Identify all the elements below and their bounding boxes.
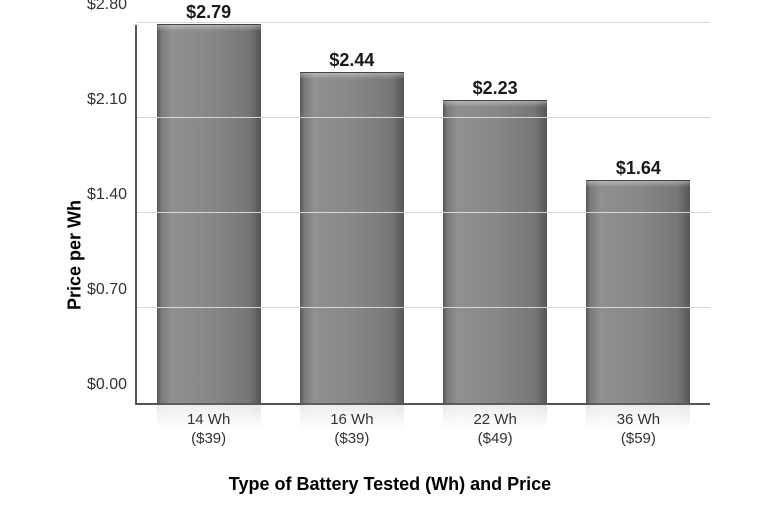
x-axis-label: Type of Battery Tested (Wh) and Price [229,474,551,495]
bar-value-label: $2.23 [473,78,518,99]
x-tick-line1: 14 Wh [149,411,269,430]
bar-group: $2.4416 Wh($39) [300,72,404,403]
gridline [137,22,710,23]
y-tick-label: $1.40 [87,186,127,204]
x-tick-line2: ($39) [292,430,412,449]
bar: $2.23 [443,100,547,403]
y-tick-label: $2.80 [87,0,127,14]
x-tick-label: 36 Wh($59) [578,411,698,449]
bar: $2.79 [157,24,261,403]
x-tick-line2: ($39) [149,430,269,449]
y-tick-label: $0.00 [87,376,127,394]
plot-area: $2.7914 Wh($39) $2.4416 Wh($39) $2.2322 Wh… [135,25,710,405]
gridline [137,307,710,308]
bar-value-label: $2.44 [329,50,374,71]
x-tick-label: 14 Wh($39) [149,411,269,449]
bar-value-label: $2.79 [186,2,231,23]
bar: $2.44 [300,72,404,403]
x-tick-line2: ($49) [435,430,555,449]
x-tick-line1: 22 Wh [435,411,555,430]
bar-group: $1.6436 Wh($59) [586,180,690,403]
y-tick-label: $0.70 [87,281,127,299]
bar-group: $2.2322 Wh($49) [443,100,547,403]
bars-container: $2.7914 Wh($39) $2.4416 Wh($39) $2.2322 Wh… [137,25,710,403]
gridline [137,117,710,118]
x-tick-label: 16 Wh($39) [292,411,412,449]
bar-chart: Price per Wh $2.7914 Wh($39)$2.4416 Wh($… [40,20,740,490]
x-tick-line2: ($59) [578,430,698,449]
bar: $1.64 [586,180,690,403]
bar-value-label: $1.64 [616,158,661,179]
x-tick-line1: 16 Wh [292,411,412,430]
gridline [137,212,710,213]
x-tick-label: 22 Wh($49) [435,411,555,449]
bar-group: $2.7914 Wh($39) [157,24,261,403]
y-axis-label: Price per Wh [65,200,86,310]
x-tick-line1: 36 Wh [578,411,698,430]
y-tick-label: $2.10 [87,91,127,109]
